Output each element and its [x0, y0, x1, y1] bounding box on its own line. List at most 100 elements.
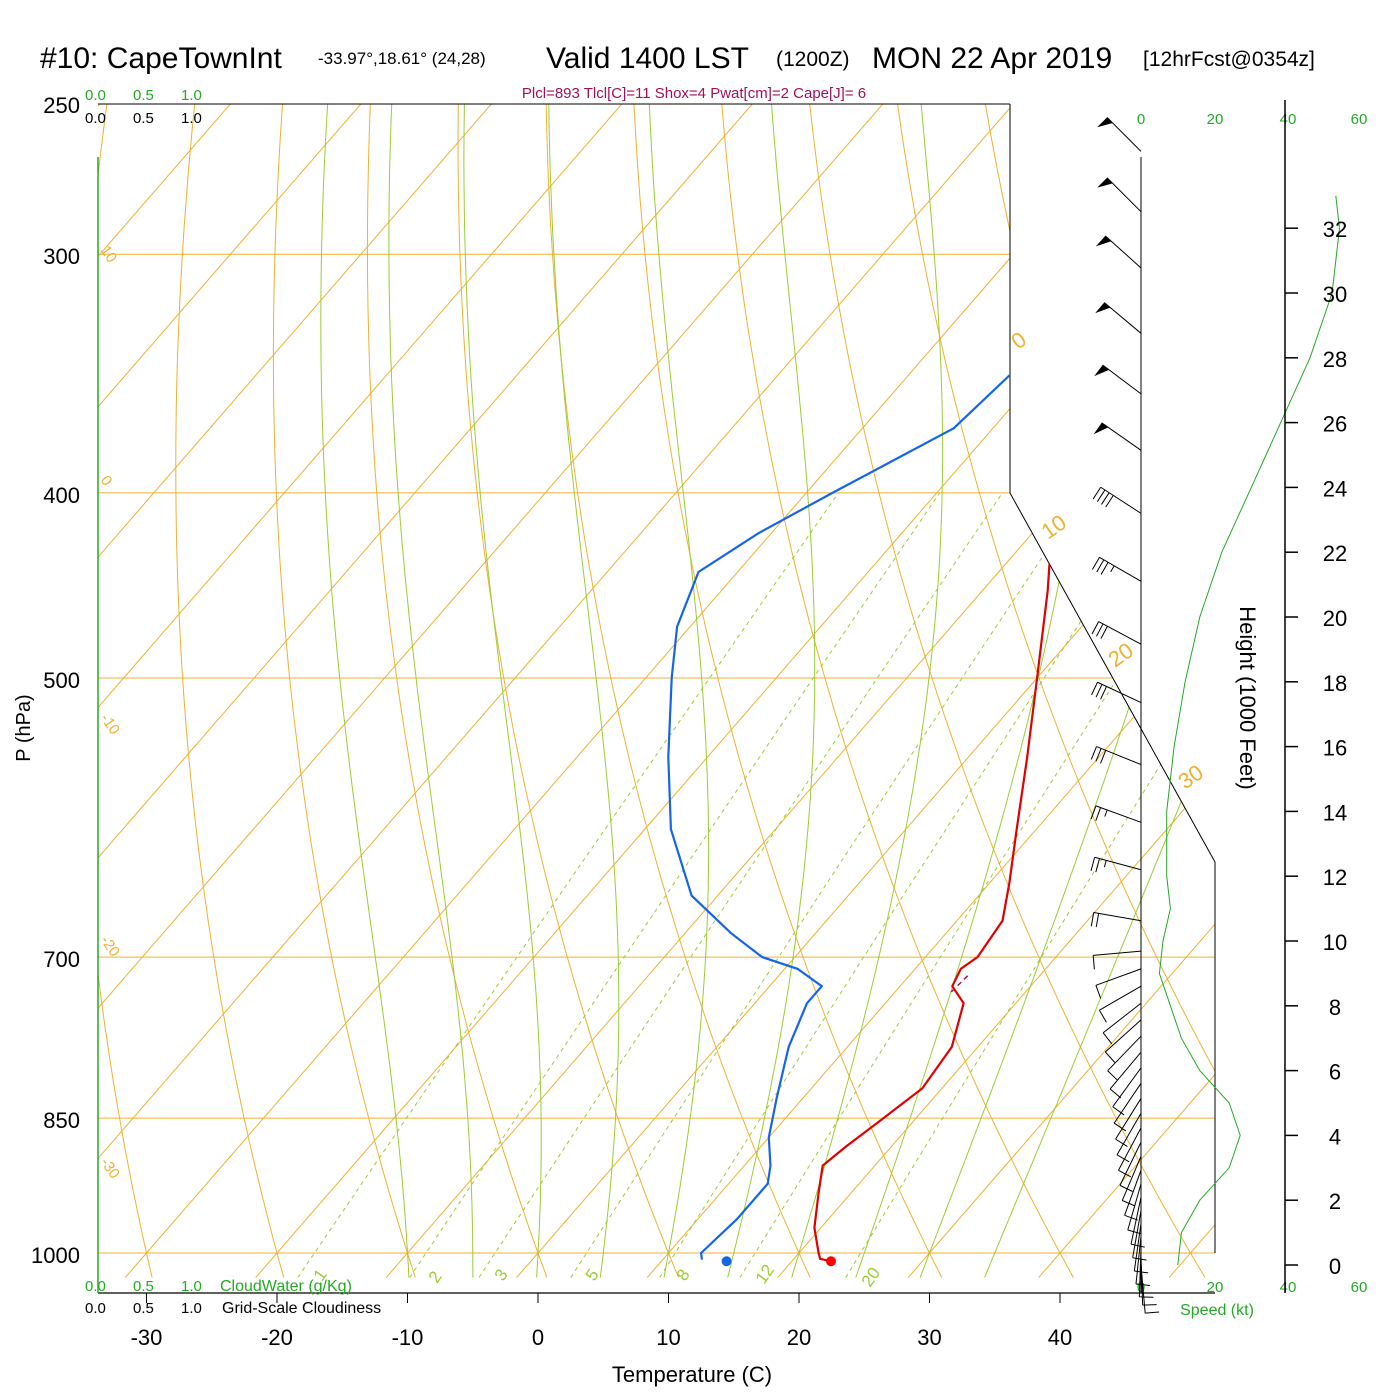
- wind-barb-feather: [1100, 626, 1108, 639]
- wind-barb: [1097, 177, 1142, 213]
- wind-barb-staff: [1096, 746, 1142, 766]
- cloudwater-tick: 0.5: [133, 87, 154, 104]
- wind-barb-staff: [1093, 950, 1142, 956]
- isotherm-label: -20: [97, 933, 123, 961]
- dry-adiabat-line: [721, 104, 1074, 1278]
- wind-barb-half-feather: [1110, 565, 1115, 573]
- isotherm-label: 10: [1037, 510, 1071, 545]
- dry-adiabat-line: [545, 104, 811, 1278]
- wind-barb-feather: [1116, 1154, 1130, 1163]
- height-tick-label: 16: [1323, 736, 1347, 761]
- wind-barb: [1104, 1019, 1142, 1063]
- wind-barb-staff: [1099, 556, 1142, 582]
- cloudwater-tick: 0.0: [85, 87, 106, 104]
- wind-barb-feather: [1090, 857, 1096, 871]
- wind-barb-feather: [1095, 807, 1102, 821]
- surface-temperature-dot: [825, 1256, 836, 1267]
- wind-barb: [1109, 1051, 1142, 1099]
- mixing-ratio-label: 3: [491, 1266, 512, 1285]
- wind-barb-feather: [1109, 1088, 1122, 1099]
- wind-barb-feather: [1091, 557, 1100, 570]
- dry-adiabat-line: [98, 104, 153, 1278]
- wind-barb-feather: [1095, 858, 1100, 873]
- wind-barb-feather: [1090, 746, 1097, 760]
- plot-frame: [98, 103, 1216, 1294]
- height-tick-label: 12: [1323, 865, 1347, 890]
- wind-barb-feather: [1091, 621, 1100, 635]
- wind-barb-staff: [1124, 1170, 1142, 1216]
- background-grid: [98, 104, 1215, 1278]
- cloudiness-label: Grid-Scale Cloudiness: [222, 1300, 381, 1317]
- wind-barb: [1090, 746, 1142, 766]
- wind-barb-staff: [1135, 1236, 1142, 1285]
- speed-tick: 20: [1207, 111, 1224, 128]
- wind-barb: [1138, 1248, 1154, 1298]
- wind-barb-staff: [1116, 1113, 1142, 1156]
- wind-barb-staff: [1138, 1248, 1142, 1297]
- wind-barb-feather: [1105, 495, 1114, 508]
- wind-barb: [1098, 985, 1142, 1023]
- valid-time: Valid 1400 LST: [546, 42, 749, 75]
- wind-barb-feather: [1102, 1032, 1113, 1045]
- cloudwater-label: CloudWater (g/Kg): [220, 1278, 352, 1295]
- mixing-ratio-label: 12: [752, 1261, 778, 1287]
- cloudwater-tick: 1.0: [181, 1278, 202, 1295]
- mixing-ratio-line: [478, 492, 1003, 1278]
- isotherm-line: [98, 104, 638, 1278]
- wind-barb-staff: [1097, 681, 1142, 703]
- forecast-date: MON 22 Apr 2019: [872, 42, 1112, 75]
- cloudiness-tick: 0.0: [85, 1300, 106, 1317]
- wind-barb-feather: [1090, 912, 1095, 927]
- cloudiness-tick: 0.0: [85, 110, 106, 127]
- wind-barb: [1130, 1197, 1145, 1248]
- mixing-ratio-label: 8: [673, 1266, 694, 1285]
- moist-adiabat-line: [548, 104, 620, 1278]
- wind-barb-staff: [1112, 1067, 1142, 1108]
- speed-tick: 40: [1280, 1279, 1297, 1296]
- isotherm-line: [98, 104, 899, 1278]
- wind-barb: [1091, 556, 1142, 582]
- wind-barb: [1090, 856, 1142, 873]
- wind-barb-staff: [1098, 621, 1142, 645]
- pressure-tick-label: 400: [43, 483, 80, 508]
- height-axis-label: Height (1000 Feet): [1235, 606, 1260, 789]
- wind-barbs: [1090, 117, 1160, 1314]
- cloudwater-axis-top: 0.0 0.5 1.0 0.0 0.5 1.0: [85, 87, 202, 127]
- isotherm-line: [516, 104, 1215, 1278]
- temperature-axis-label: Temperature (C): [612, 1362, 772, 1387]
- wind-barb-staff: [1099, 985, 1142, 1011]
- wind-barb: [1115, 1098, 1142, 1147]
- dry-adiabat-line: [633, 104, 943, 1278]
- wind-barb-feather: [1091, 682, 1098, 696]
- wind-barb-feather: [1092, 486, 1102, 500]
- wind-barb: [1116, 1113, 1142, 1163]
- mixing-ratio-label: 2: [425, 1268, 446, 1287]
- wind-barb-staff: [1115, 1098, 1142, 1140]
- wind-barb: [1112, 1067, 1142, 1116]
- pressure-tick-label: 300: [43, 244, 80, 269]
- wind-barb-staff: [1132, 1210, 1142, 1258]
- wind-barb-feather: [1100, 686, 1108, 700]
- wind-barb-feather: [1134, 1270, 1149, 1274]
- wind-barb: [1093, 422, 1142, 451]
- wind-barb-feather: [1100, 562, 1109, 575]
- wind-barb-staff: [1104, 235, 1142, 269]
- temperature-tick-label: 30: [917, 1325, 941, 1350]
- wind-barb-feather: [1095, 684, 1103, 698]
- wind-barb-staff: [1133, 1223, 1142, 1272]
- wind-barb: [1091, 681, 1142, 703]
- wind-barb-pennant: [1097, 177, 1113, 188]
- moist-adiabat-line: [388, 104, 474, 1278]
- wind-barb-feather: [1100, 750, 1107, 764]
- wind-barb: [1135, 1236, 1150, 1286]
- pressure-tick-label: 500: [43, 668, 80, 693]
- wind-barb: [1119, 1142, 1142, 1192]
- cloudwater-tick: 0.5: [133, 1278, 154, 1295]
- isotherm-label: 0: [97, 473, 116, 490]
- cloudiness-tick: 1.0: [181, 1300, 202, 1317]
- wind-barb-feather: [1118, 1169, 1132, 1178]
- wind-barb-staff: [1107, 1035, 1142, 1072]
- surface-dewpoint-dot: [721, 1256, 732, 1267]
- moist-adiabat-line: [727, 104, 816, 1278]
- wind-barb-feather: [1095, 748, 1102, 762]
